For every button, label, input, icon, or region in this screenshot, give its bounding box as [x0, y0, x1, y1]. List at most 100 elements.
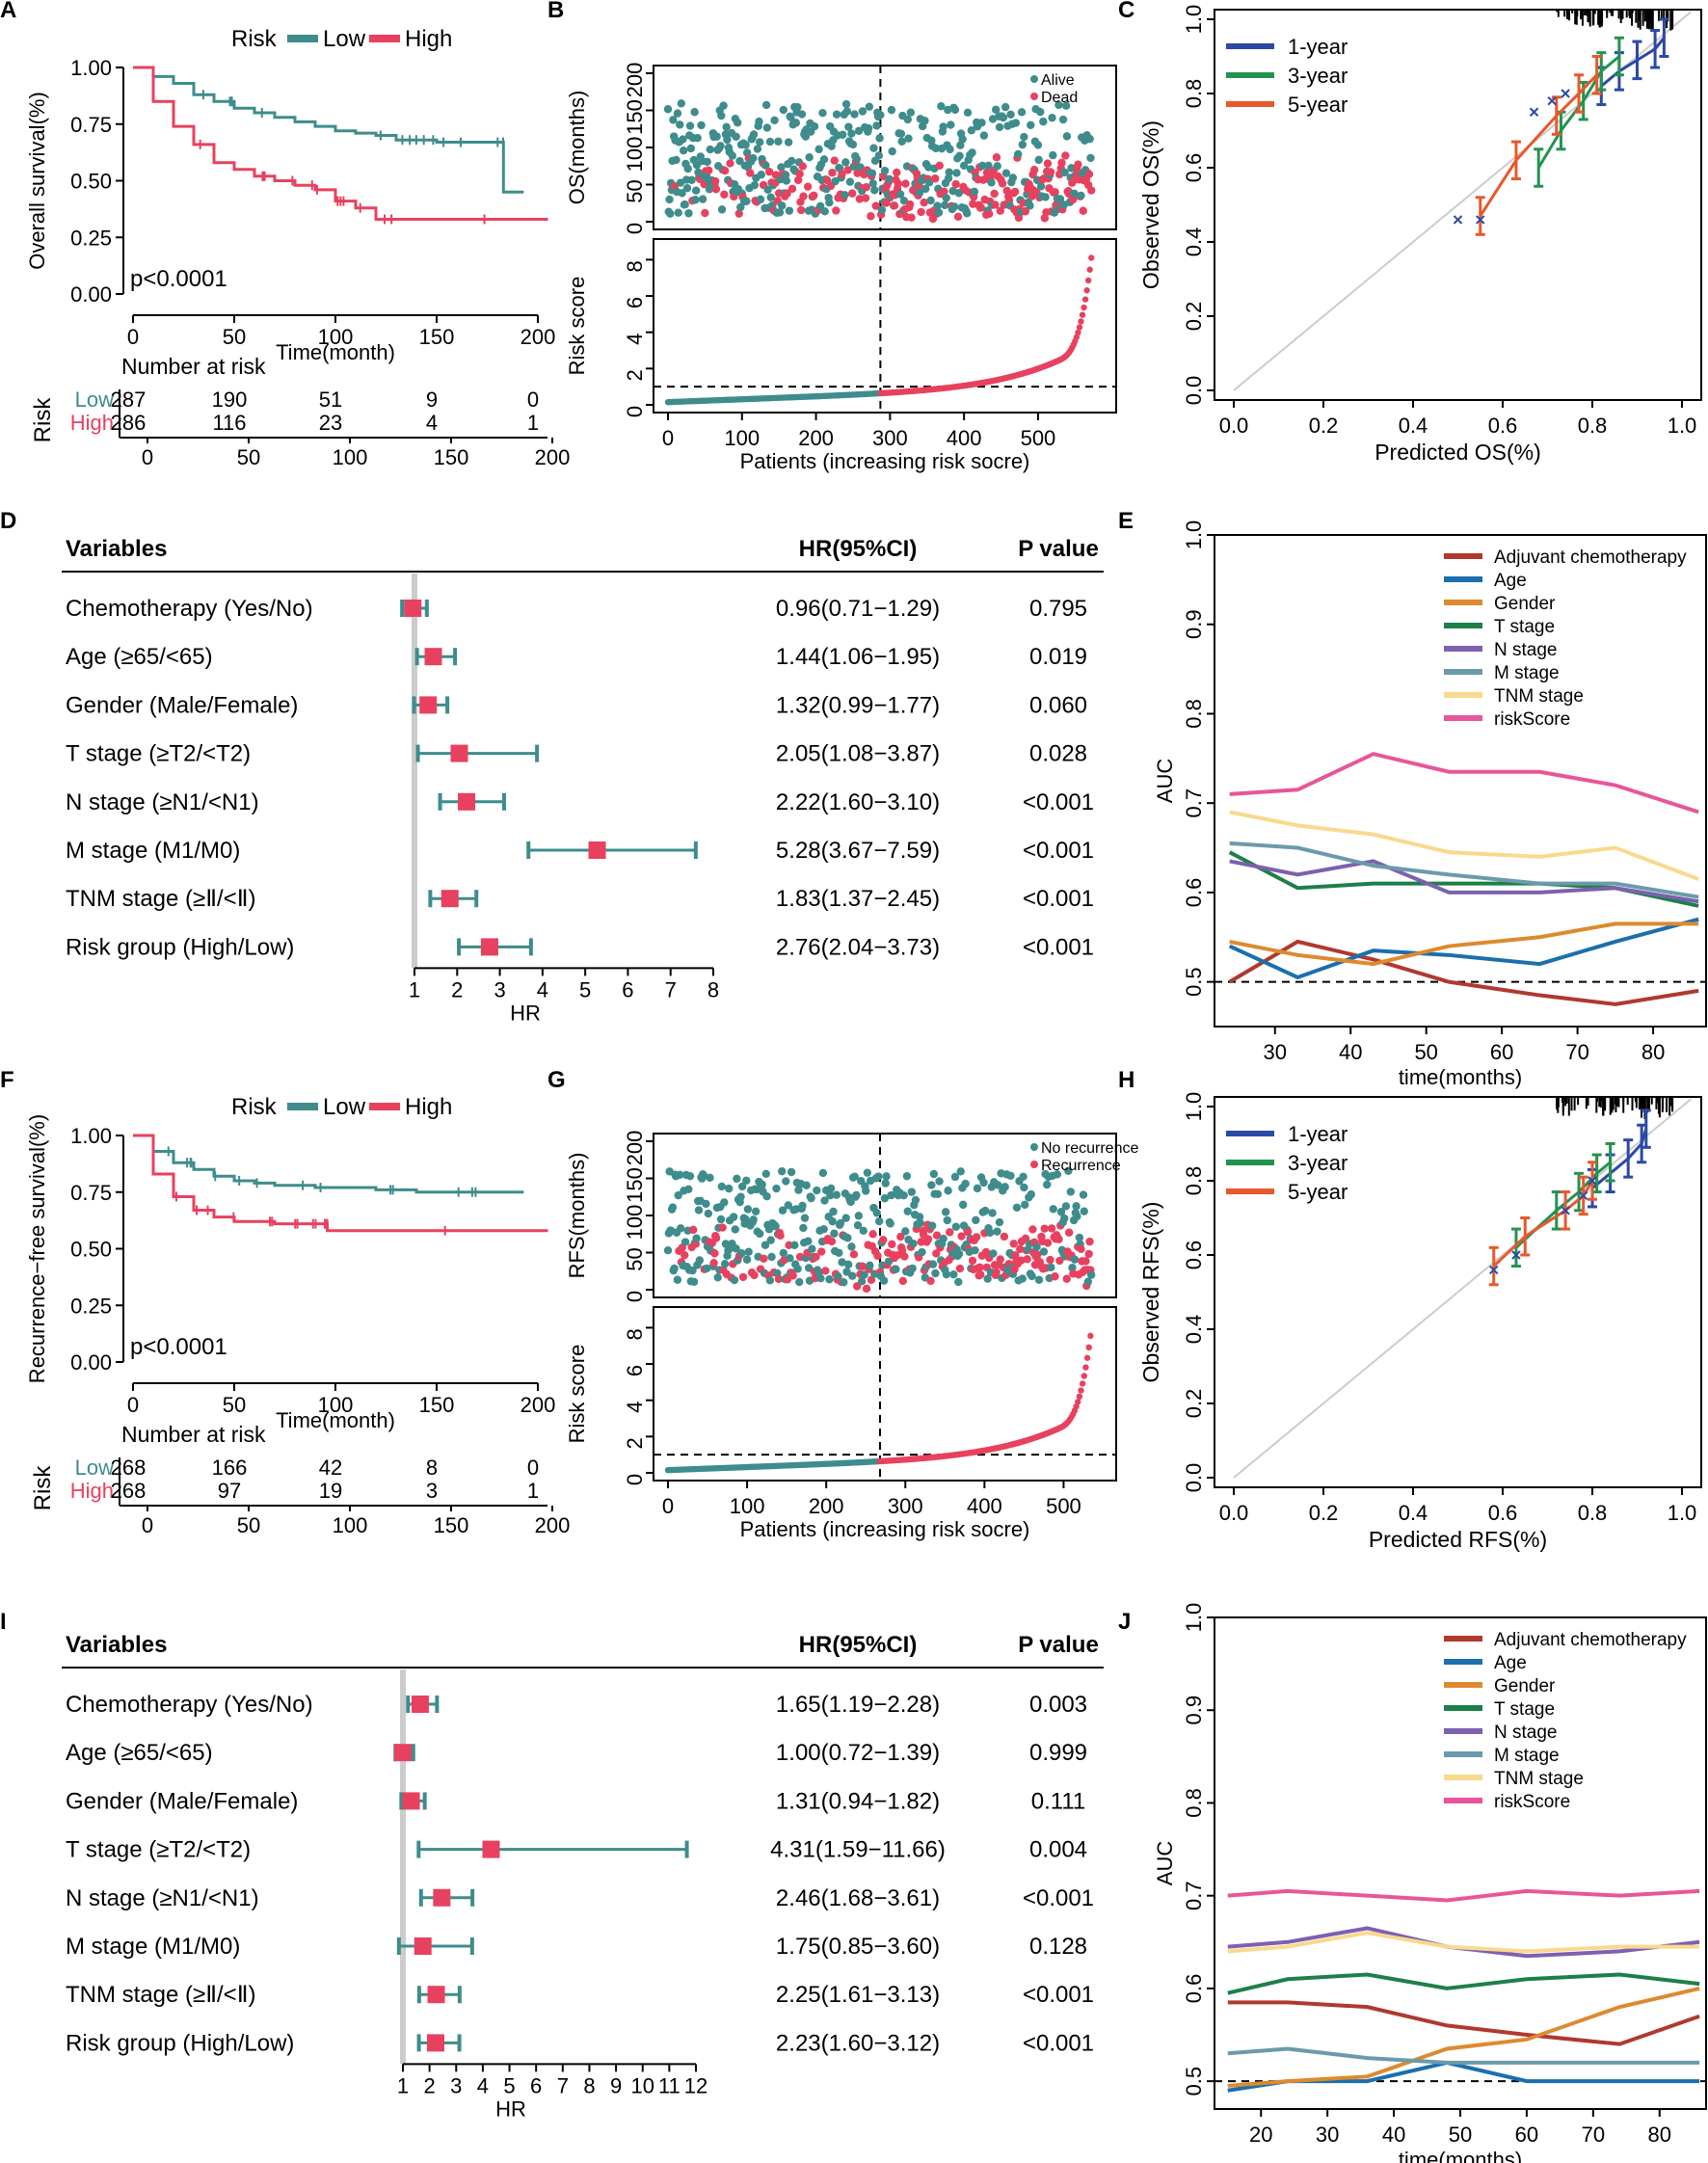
calib-legend-item: 5-year [1288, 93, 1348, 117]
alive-point [765, 1276, 775, 1285]
dead-point [1062, 1274, 1071, 1283]
alive-point [742, 1176, 751, 1185]
risk-x-label: Patients (increasing risk socre) [740, 449, 1030, 473]
auc-frame [1214, 534, 1707, 1028]
forest-row-label: TNM stage (≥Ⅱ/<Ⅱ) [66, 886, 256, 912]
dead-point [935, 161, 945, 170]
dead-point [810, 191, 818, 200]
alive-point [818, 108, 827, 118]
alive-point [902, 1171, 912, 1181]
alive-point [703, 157, 711, 167]
panel-label-D: D [0, 508, 16, 534]
dead-point [797, 205, 806, 215]
alive-point [679, 135, 687, 144]
risk-table-tick-label: 0 [142, 445, 153, 469]
dead-point [917, 207, 925, 217]
alive-point [772, 1184, 781, 1193]
alive-point [735, 156, 744, 166]
dead-point [710, 1249, 719, 1258]
alive-point [779, 105, 787, 115]
risk-table-cell: 286 [111, 411, 147, 435]
alive-point [1048, 113, 1056, 122]
auc-y-tick-label: 0.6 [1182, 878, 1206, 908]
dead-point [1057, 158, 1066, 168]
alive-point [908, 1264, 917, 1273]
alive-point [712, 132, 721, 141]
alive-point [668, 1203, 678, 1212]
dead-point [868, 1230, 877, 1239]
risk-y-tick-label: 8 [623, 1328, 647, 1340]
risk-table-tick-label: 0 [142, 1513, 153, 1537]
risk-y-tick-label: 4 [623, 334, 647, 345]
alive-point [850, 1172, 859, 1181]
forest-hr-point [588, 841, 606, 859]
dead-point [1084, 170, 1094, 178]
alive-point [686, 144, 696, 153]
risk-score-frame [653, 1306, 1117, 1482]
alive-point [742, 1255, 752, 1264]
alive-point [730, 1275, 739, 1285]
alive-point [716, 1215, 726, 1224]
alive-point [921, 184, 930, 194]
dead-point [1084, 1249, 1093, 1259]
dead-point [795, 170, 804, 178]
risk-score-points [664, 1332, 1094, 1474]
rug-marks [1556, 10, 1674, 32]
auc-x-label: time(months) [1399, 1065, 1522, 1089]
alive-point [808, 1244, 816, 1253]
alive-point [1079, 1190, 1088, 1199]
alive-point [1006, 110, 1015, 119]
alive-point [949, 202, 959, 211]
alive-point [857, 1277, 867, 1286]
calibration-cross [1529, 107, 1539, 117]
forest-row-p: 0.060 [1029, 692, 1087, 718]
risk-y-tick-label: 2 [623, 1437, 647, 1449]
alive-point [842, 107, 852, 116]
alive-point [1034, 1275, 1044, 1284]
auc-x-tick-label: 40 [1339, 1040, 1362, 1064]
alive-point [881, 1179, 890, 1188]
dead-point [848, 189, 857, 198]
dead-point [1051, 1272, 1059, 1281]
alive-point [954, 1249, 964, 1259]
alive-point [847, 129, 856, 138]
calib-y-label: Observed OS(%) [1138, 120, 1163, 289]
alive-point [887, 105, 896, 115]
alive-point [778, 1206, 787, 1215]
auc-y-tick-label: 0.7 [1182, 788, 1206, 818]
alive-point [728, 151, 737, 160]
forest-row-hr: 1.83(1.37−2.45) [776, 886, 940, 912]
alive-point [729, 1213, 738, 1221]
alive-point [787, 156, 796, 166]
alive-point [874, 1216, 884, 1226]
alive-point [931, 1268, 940, 1278]
calibration-cross [1453, 215, 1463, 225]
alive-point [744, 1247, 753, 1256]
calib-x-tick-label: 0.0 [1219, 1501, 1249, 1525]
alive-point [778, 201, 787, 210]
alive-point [984, 161, 993, 170]
auc-line [1227, 1926, 1700, 1959]
risk-score-point [1087, 1332, 1094, 1340]
km-y-tick-label: 0.00 [70, 282, 112, 307]
dead-point [898, 1276, 908, 1286]
alive-point [829, 1207, 838, 1216]
km-y-tick-label: 0.75 [70, 1181, 112, 1205]
forest-row-hr: 2.46(1.68−3.61) [776, 1885, 940, 1911]
alive-point [973, 1184, 982, 1193]
dead-point [765, 167, 774, 176]
alive-point [791, 119, 801, 127]
alive-point [840, 1278, 848, 1287]
forest-row-hr: 1.31(0.94−1.82) [776, 1788, 940, 1814]
alive-point [843, 1234, 852, 1242]
alive-point [896, 129, 906, 139]
calib-x-label: Predicted OS(%) [1374, 440, 1541, 465]
calib-x-tick-label: 0.2 [1309, 1501, 1339, 1525]
calibration-frame [1214, 1096, 1702, 1488]
dead-point [951, 179, 960, 189]
risk-x-tick-label: 200 [809, 1494, 844, 1518]
alive-point [777, 163, 786, 172]
alive-point [786, 1254, 794, 1263]
alive-point [1020, 1183, 1028, 1192]
forest-row-hr: 1.65(1.19−2.28) [776, 1692, 940, 1718]
